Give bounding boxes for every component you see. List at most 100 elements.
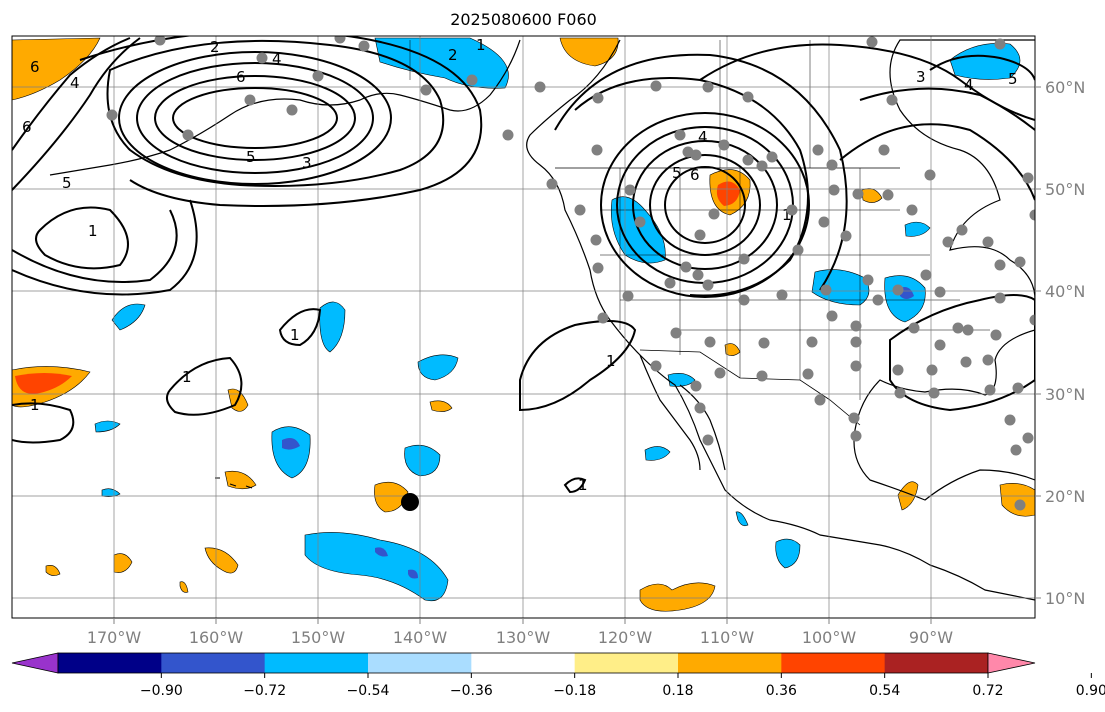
contour-label: 5 bbox=[62, 174, 72, 192]
contour-line bbox=[649, 154, 761, 256]
station-dot bbox=[702, 81, 714, 93]
contour-line bbox=[859, 87, 1035, 131]
station-dot bbox=[850, 430, 862, 442]
colorbar-extend-low bbox=[11, 652, 59, 674]
colorbar-cell bbox=[471, 653, 576, 673]
station-dot bbox=[862, 274, 874, 286]
station-dot bbox=[934, 339, 946, 351]
station-dot bbox=[334, 36, 346, 44]
anomaly-blob bbox=[949, 43, 1021, 80]
contour-label: 6 bbox=[236, 68, 246, 86]
contour-line bbox=[563, 477, 587, 494]
anomaly-blob bbox=[375, 547, 388, 557]
station-dots bbox=[106, 36, 1035, 511]
colorbar-extend-high bbox=[987, 652, 1036, 674]
station-dot bbox=[892, 364, 904, 376]
station-dot bbox=[1014, 256, 1026, 268]
contour-line bbox=[12, 402, 75, 444]
anomaly-blob bbox=[271, 426, 311, 479]
station-dot bbox=[420, 84, 432, 96]
colorbar-label: 0.72 bbox=[972, 683, 1003, 699]
colorbar-cell bbox=[884, 653, 989, 673]
station-dot bbox=[106, 109, 118, 121]
station-dot bbox=[256, 52, 268, 64]
station-dot bbox=[942, 236, 954, 248]
anomaly-blob bbox=[716, 181, 740, 206]
station-dot bbox=[872, 294, 884, 306]
colorbar-cell bbox=[368, 653, 472, 673]
colorbar-cell bbox=[781, 653, 886, 673]
anomaly-blob bbox=[644, 446, 671, 461]
axis-ticks bbox=[113, 86, 1041, 624]
station-dot bbox=[828, 184, 840, 196]
contour-label: 4 bbox=[698, 128, 708, 146]
lon-tick-label: 100°W bbox=[802, 628, 857, 647]
contour-line bbox=[79, 36, 483, 207]
station-dot bbox=[776, 289, 788, 301]
station-dot bbox=[924, 169, 936, 181]
station-dot bbox=[597, 312, 609, 324]
station-dot bbox=[742, 91, 754, 103]
lat-tick-label: 40°N bbox=[1045, 282, 1085, 301]
contour-line bbox=[154, 75, 356, 161]
station-dot bbox=[702, 279, 714, 291]
station-dot bbox=[692, 269, 704, 281]
station-dot bbox=[714, 367, 726, 379]
contour-label: 1 bbox=[782, 206, 792, 224]
anomaly-blob bbox=[639, 582, 716, 612]
colorbar-labels: −0.90 −0.72 −0.54 −0.36 −0.18 0.18 0.36 0.54 0.7… bbox=[140, 683, 1105, 699]
station-dot bbox=[850, 320, 862, 332]
station-dot bbox=[906, 204, 918, 216]
station-dot bbox=[812, 144, 824, 156]
contour-line bbox=[106, 39, 445, 187]
contour-line bbox=[574, 77, 809, 297]
contour-label: 4 bbox=[272, 50, 282, 68]
station-dot bbox=[704, 336, 716, 348]
station-dot bbox=[738, 253, 750, 265]
station-dot bbox=[1022, 172, 1034, 184]
station-dot bbox=[802, 368, 814, 380]
station-dot bbox=[840, 230, 852, 242]
station-dot bbox=[312, 70, 324, 82]
station-dot bbox=[990, 329, 1002, 341]
station-dot bbox=[928, 387, 940, 399]
station-dot bbox=[886, 94, 898, 106]
contour-label: 2 bbox=[210, 38, 220, 56]
map-area: 6 2 4 2 1 6 4 6 5 3 5 1 1 1 1 4 5 6 1 3 … bbox=[12, 36, 1035, 618]
anomaly-blob bbox=[374, 481, 409, 513]
lon-tick-label: 150°W bbox=[291, 628, 346, 647]
contour-line bbox=[664, 166, 746, 244]
contour-line bbox=[165, 356, 243, 416]
colorbar-cell bbox=[58, 653, 162, 673]
contour-line bbox=[554, 53, 848, 291]
contour-labels: 6 2 4 2 1 6 4 6 5 3 5 1 1 1 1 4 5 6 1 3 … bbox=[22, 36, 1018, 494]
station-dot bbox=[894, 387, 906, 399]
station-dot bbox=[848, 412, 860, 424]
contour-lines bbox=[12, 36, 1035, 494]
contour-line bbox=[278, 308, 322, 347]
station-dot bbox=[786, 204, 798, 216]
station-dot bbox=[622, 290, 634, 302]
station-dot bbox=[960, 356, 972, 368]
lon-tick-label: 140°W bbox=[393, 628, 448, 647]
colorbar-cells bbox=[57, 652, 989, 674]
colorbar-cell bbox=[678, 653, 782, 673]
contour-label: 1 bbox=[578, 476, 588, 494]
station-dot bbox=[718, 139, 730, 151]
contour-label: 1 bbox=[606, 352, 616, 370]
anomaly-blob bbox=[775, 538, 801, 569]
station-dot bbox=[820, 284, 832, 296]
station-dot bbox=[650, 360, 662, 372]
station-dot bbox=[814, 394, 826, 406]
station-dot bbox=[818, 216, 830, 228]
station-dot bbox=[694, 229, 706, 241]
station-dot bbox=[852, 188, 864, 200]
colorbar-cell bbox=[264, 653, 369, 673]
anomaly-blob bbox=[417, 354, 459, 381]
colorbar-label: 0.54 bbox=[869, 683, 900, 699]
colorbar: −0.90 −0.72 −0.54 −0.36 −0.18 0.18 0.36 0.54 0.7… bbox=[11, 652, 1105, 699]
station-dot bbox=[546, 178, 558, 190]
station-dot bbox=[670, 327, 682, 339]
station-dot bbox=[1014, 499, 1026, 511]
